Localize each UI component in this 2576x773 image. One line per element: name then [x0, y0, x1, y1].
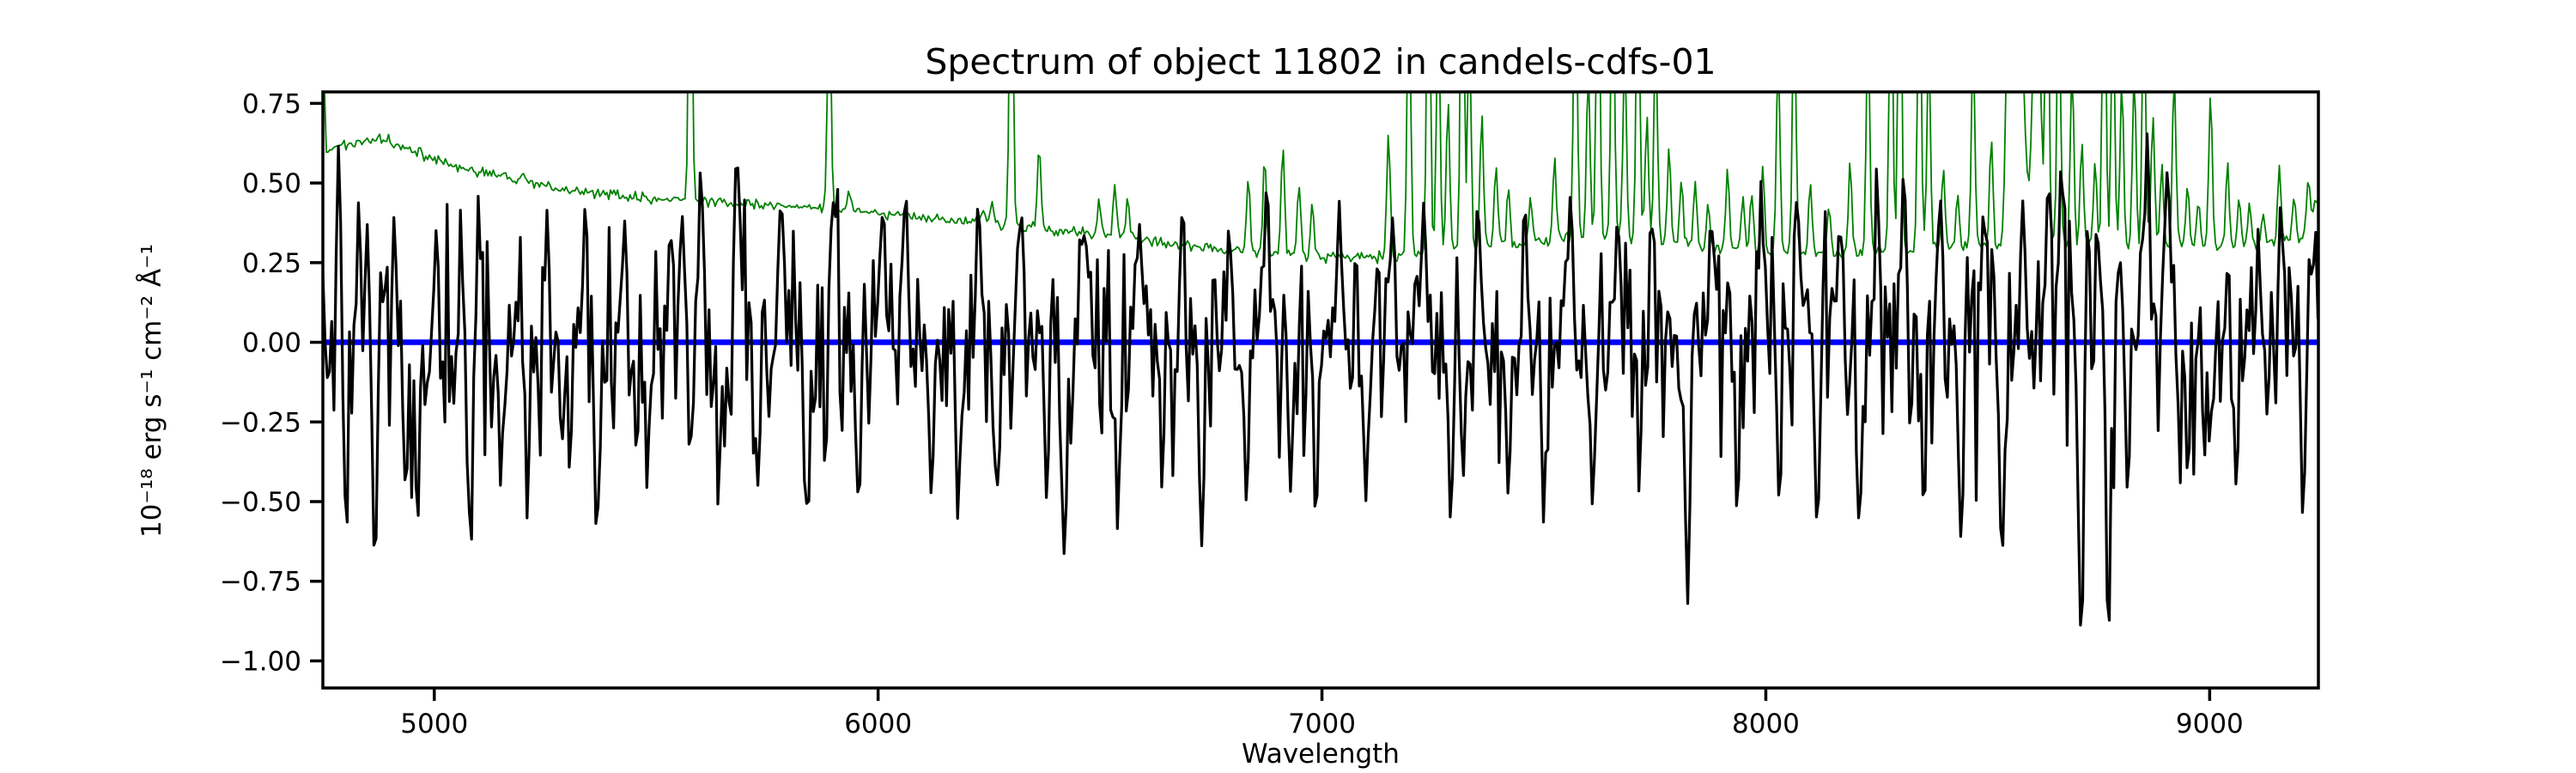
y-axis-ticks: 0.75 0.50 0.25 0.00 −0.25 −0.50 −0.75 −1.00 [220, 88, 323, 677]
plot-area-border [321, 90, 2320, 690]
axes: 5000 6000 7000 8000 9000 0.75 0.50 0.25 0.00 −0.… [137, 41, 2320, 770]
y-tick-label: 0.00 [242, 328, 301, 359]
y-axis-label: 10⁻¹⁸ erg s⁻¹ cm⁻² Å⁻¹ [137, 244, 167, 538]
x-tick-label: 8000 [1732, 709, 1800, 740]
x-axis-ticks: 5000 6000 7000 8000 9000 [400, 688, 2244, 740]
y-tick-label: −0.50 [220, 487, 301, 518]
x-tick-label: 7000 [1288, 709, 1356, 740]
x-tick-label: 5000 [400, 709, 468, 740]
y-tick-label: −0.25 [220, 407, 301, 438]
y-tick-label: 0.50 [242, 168, 301, 199]
y-tick-label: −1.00 [220, 646, 301, 677]
y-tick-label: 0.25 [242, 248, 301, 279]
y-tick-label: −0.75 [220, 567, 301, 598]
flux-spectrum-line [323, 132, 2318, 627]
plot-title: Spectrum of object 11802 in candels-cdfs… [925, 41, 1716, 82]
x-axis-label: Wavelength [1242, 739, 1400, 770]
x-tick-label: 9000 [2176, 709, 2244, 740]
x-tick-label: 6000 [844, 709, 912, 740]
error-spectrum-line [324, 92, 2318, 265]
series-group [323, 92, 2318, 627]
y-tick-label: 0.75 [242, 88, 301, 119]
